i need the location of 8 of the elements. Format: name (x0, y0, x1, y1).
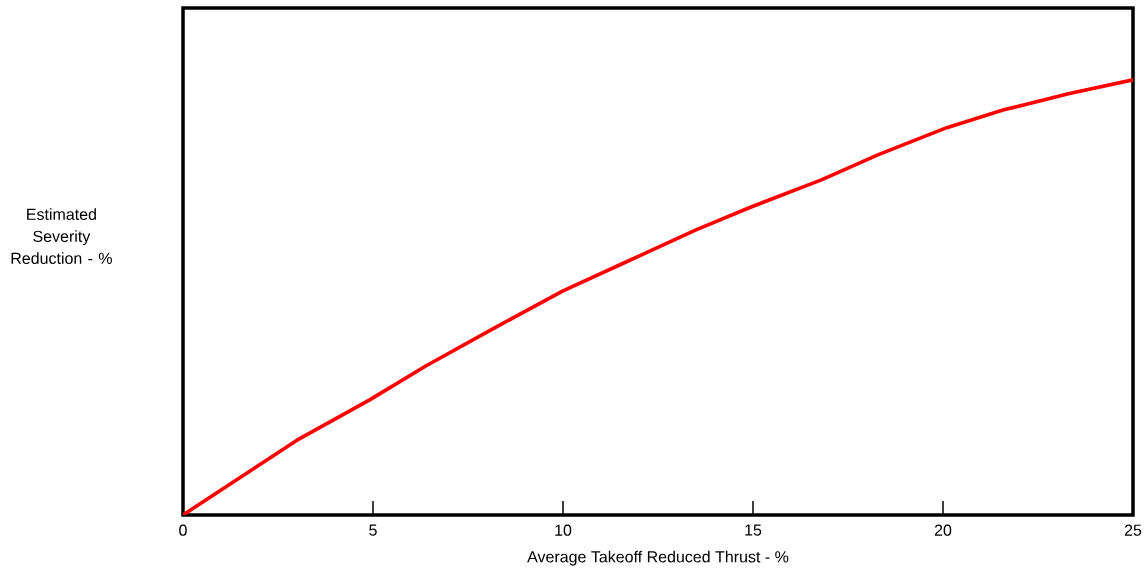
x-tick-label: 20 (934, 524, 952, 536)
x-tick-label: 15 (745, 524, 762, 536)
x-tick-label: 5 (369, 524, 377, 536)
x-tick-label: 0 (179, 524, 187, 536)
y-axis-title: Estimated Severity Reduction - % (11, 208, 112, 265)
x-tick-label: 25 (1124, 524, 1142, 536)
x-tick-label: 10 (555, 524, 572, 536)
x-axis-title: Average Takeoff Reduced Thrust - % (527, 550, 789, 566)
